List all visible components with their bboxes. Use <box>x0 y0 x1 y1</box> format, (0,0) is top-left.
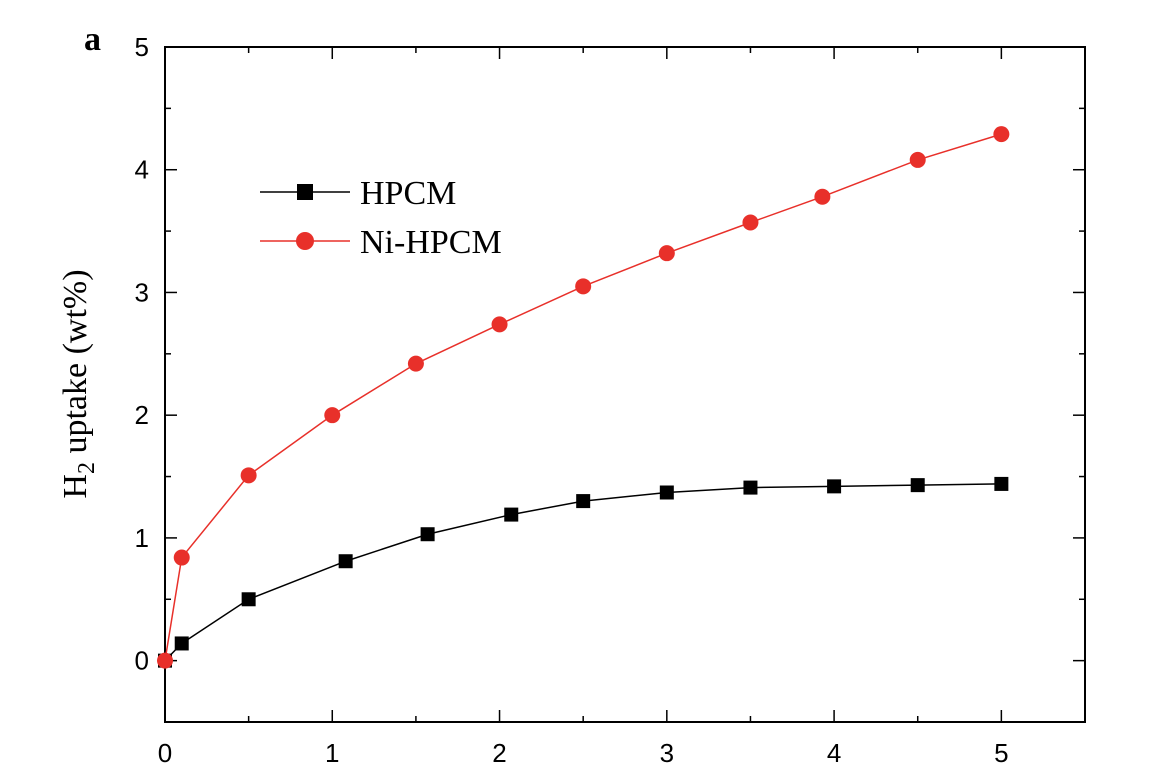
y-tick-label: 5 <box>135 32 149 62</box>
data-point-hpcm <box>994 476 1009 491</box>
data-point-hpcm <box>174 636 189 651</box>
data-point-ni-hpcm <box>909 151 926 168</box>
data-point-hpcm <box>504 507 519 522</box>
legend: HPCM Ni-HPCM <box>260 175 502 261</box>
y-tick-label: 4 <box>135 155 149 185</box>
data-point-ni-hpcm <box>575 278 592 295</box>
data-point-hpcm <box>576 494 591 509</box>
y-axis: 0 1 2 3 4 5 <box>135 32 1085 723</box>
plot-area <box>164 46 1086 723</box>
data-point-hpcm <box>241 592 256 607</box>
x-tick-label: 1 <box>325 738 339 766</box>
data-point-hpcm <box>827 479 842 494</box>
data-point-ni-hpcm <box>814 188 831 205</box>
data-point-ni-hpcm <box>173 549 190 566</box>
y-tick-label: 3 <box>135 277 149 307</box>
x-tick-label: 4 <box>827 738 841 766</box>
x-tick-label: 3 <box>660 738 674 766</box>
data-point-ni-hpcm <box>491 316 508 333</box>
plot-frame <box>164 46 1086 723</box>
series-line-hpcm <box>164 483 1002 662</box>
x-tick-label: 2 <box>492 738 506 766</box>
data-point-hpcm <box>420 527 435 542</box>
data-point-ni-hpcm <box>324 407 341 424</box>
data-point-hpcm <box>743 480 758 495</box>
data-point-ni-hpcm <box>240 467 257 484</box>
x-axis: 0 1 2 3 4 5 <box>158 47 1086 766</box>
y-axis-title: H2 uptake (wt%) <box>57 269 100 498</box>
x-tick-label: 5 <box>994 738 1008 766</box>
data-point-ni-hpcm <box>658 245 675 262</box>
legend-marker-ni-hpcm <box>296 232 314 250</box>
data-point-ni-hpcm <box>407 355 424 372</box>
panel-label: a <box>84 21 101 58</box>
y-tick-label: 0 <box>135 646 149 676</box>
data-point-hpcm <box>338 554 353 569</box>
data-point-hpcm <box>910 478 925 493</box>
data-point-ni-hpcm <box>993 126 1010 143</box>
x-tick-label: 0 <box>158 738 172 766</box>
legend-label-ni-hpcm: Ni-HPCM <box>360 224 502 261</box>
data-point-ni-hpcm <box>157 652 173 669</box>
y-tick-label: 1 <box>135 523 149 553</box>
series-line-ni-hpcm <box>164 133 1002 661</box>
series-layer <box>157 126 1010 669</box>
data-point-ni-hpcm <box>742 214 759 231</box>
legend-marker-hpcm <box>297 184 313 200</box>
y-tick-label: 2 <box>135 400 149 430</box>
data-point-hpcm <box>659 485 674 500</box>
legend-label-hpcm: HPCM <box>360 175 456 212</box>
